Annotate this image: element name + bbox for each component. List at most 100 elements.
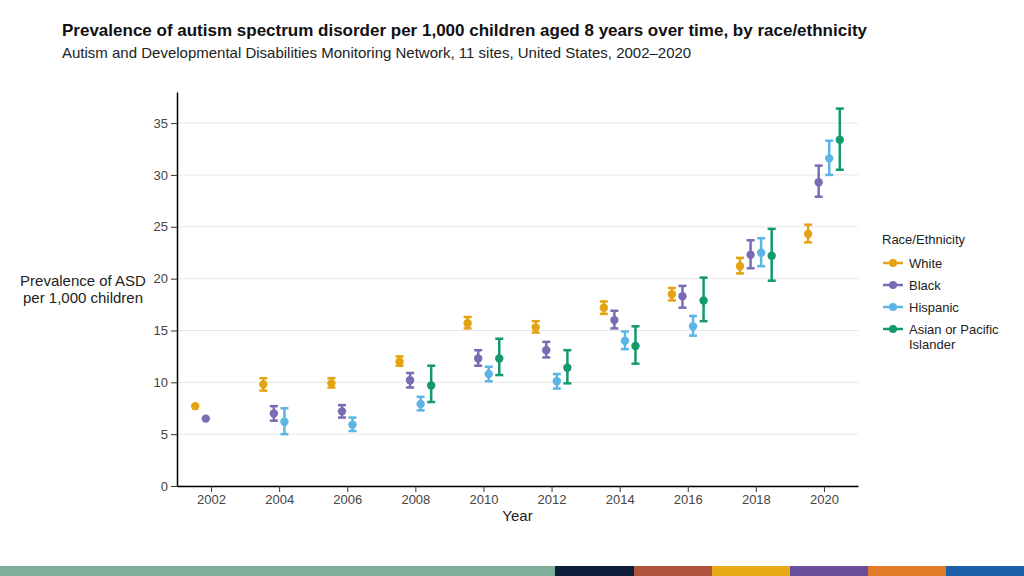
y-tick-mark (171, 382, 177, 383)
error-bar-cap (495, 338, 503, 341)
marks (191, 109, 844, 435)
point (600, 303, 608, 311)
y-tick-mark (171, 123, 177, 124)
point (495, 354, 503, 362)
y-tick: 15 (154, 323, 177, 338)
error-bar (689, 316, 697, 336)
grid-line (177, 434, 858, 435)
error-bar (768, 229, 776, 281)
error-bar (736, 258, 744, 274)
error-bar-cap (631, 362, 639, 365)
point (485, 370, 493, 378)
error-bar-cap (757, 237, 765, 240)
x-tick: 2004 (265, 486, 294, 507)
y-tick-label: 5 (161, 427, 168, 442)
error-bar (631, 326, 639, 363)
error-bar-cap (747, 239, 755, 242)
legend-label: Black (909, 278, 941, 293)
y-tick-mark (171, 227, 177, 228)
legend-key (889, 303, 897, 311)
y-tick-label: 35 (154, 116, 168, 131)
error-bar (270, 406, 278, 421)
error-bar-cap (700, 320, 708, 323)
legend-title: Race/Ethnicity (882, 232, 966, 247)
point (280, 418, 288, 426)
footer-band (0, 566, 1024, 576)
error-bar-cap (747, 267, 755, 270)
error-bar-cap (542, 341, 550, 344)
x-tick: 2016 (674, 486, 703, 507)
x-axis-title: Year (502, 507, 532, 524)
y-axis-title: Prevalence of ASDper 1,000 children (20, 272, 146, 306)
y-axis-title-line: per 1,000 children (23, 289, 143, 306)
legend-label-line: Black (909, 278, 941, 293)
x-tick-mark (688, 486, 689, 492)
footer-band-segment (946, 566, 1024, 576)
x-tick: 2014 (606, 486, 635, 507)
error-bar (757, 238, 765, 266)
series (427, 109, 844, 402)
error-bar (485, 367, 493, 382)
x-tick-mark (279, 486, 280, 492)
error-bar-cap (338, 404, 346, 407)
error-bar-cap (349, 430, 357, 433)
chart: Prevalence of autism spectrum disorder p… (0, 0, 1024, 576)
x-tick: 2018 (742, 486, 771, 507)
x-tick: 2012 (538, 486, 567, 507)
error-bar-cap (736, 272, 744, 275)
y-tick: 5 (161, 427, 177, 442)
error-bar-cap (631, 325, 639, 328)
legend-item: Black (883, 278, 941, 293)
x-tick: 2002 (197, 486, 226, 507)
legend-label-line: Islander (909, 337, 956, 352)
point (757, 249, 765, 257)
error-bar-cap (836, 169, 844, 172)
error-bar-cap (485, 380, 493, 383)
point (767, 252, 775, 260)
point (553, 377, 561, 385)
error-bar-cap (396, 355, 404, 358)
y-tick-label: 20 (154, 271, 168, 286)
error-bar-cap (280, 433, 288, 436)
point (621, 337, 629, 345)
error-bar-cap (668, 299, 676, 302)
y-tick: 35 (154, 116, 177, 131)
x-tick-label: 2008 (401, 492, 430, 507)
error-bar-cap (668, 287, 676, 290)
legend-label: Asian or PacificIslander (909, 322, 999, 352)
point (689, 322, 697, 330)
error-bar-cap (610, 310, 618, 313)
error-bar-cap (804, 223, 812, 226)
grid (177, 123, 858, 486)
error-bar (495, 339, 503, 375)
error-bar (259, 378, 267, 390)
x-tick-mark (211, 486, 212, 492)
y-tick-label: 15 (154, 323, 168, 338)
point (202, 414, 210, 422)
error-bar-cap (563, 382, 571, 385)
x-tick: 2020 (810, 486, 839, 507)
error-bar-cap (532, 320, 540, 323)
error-bar-cap (532, 331, 540, 334)
error-bar-cap (825, 174, 833, 177)
error-bar-cap (825, 139, 833, 142)
y-axis-line (177, 93, 179, 487)
x-tick-mark (552, 486, 553, 492)
grid-line (177, 174, 858, 175)
legend-label-line: White (909, 256, 942, 271)
point (814, 178, 822, 186)
error-bar (610, 311, 618, 329)
legend-label-line: Hispanic (909, 300, 959, 315)
error-bar-cap (815, 195, 823, 198)
error-bar-cap (474, 364, 482, 367)
error-bar (349, 418, 357, 431)
error-bar-cap (553, 387, 561, 390)
point (610, 316, 618, 324)
error-bar (600, 301, 608, 313)
y-tick: 30 (154, 168, 177, 183)
error-bar-cap (610, 327, 618, 330)
error-bar-cap (474, 349, 482, 352)
y-tick-label: 30 (154, 168, 168, 183)
error-bar-cap (563, 349, 571, 352)
error-bar-cap (417, 409, 425, 412)
